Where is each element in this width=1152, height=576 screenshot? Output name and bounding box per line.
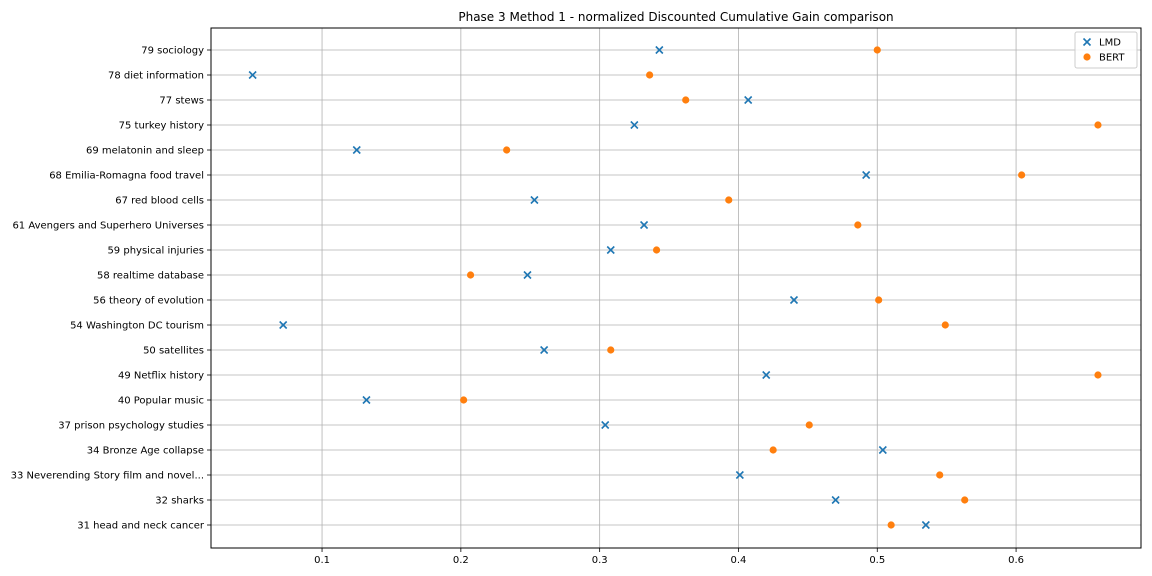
- y-tick-label: 58 realtime database: [97, 271, 204, 282]
- data-point-bert: [607, 346, 615, 354]
- data-point-lmd: [762, 370, 771, 380]
- data-point-lmd: [831, 495, 840, 505]
- data-point-bert: [873, 46, 881, 54]
- y-tick-label: 54 Washington DC tourism: [70, 321, 204, 332]
- y-tick-label: 31 head and neck cancer: [77, 521, 205, 532]
- x-tick-label: 0.4: [731, 555, 747, 566]
- x-tick-label: 0.3: [592, 555, 608, 566]
- series-bert: [460, 46, 1102, 529]
- data-point-bert: [875, 296, 883, 304]
- y-tick-label: 40 Popular music: [118, 396, 204, 407]
- data-point-lmd: [523, 270, 532, 280]
- data-point-lmd: [744, 95, 753, 105]
- legend-label-bert: BERT: [1099, 53, 1125, 64]
- legend-label-lmd: LMD: [1099, 38, 1121, 49]
- axes: 0.1 0.2 0.3 0.4 0.5 0.6 79 sociology 78 diet in…: [11, 46, 1024, 567]
- legend-box: [1074, 31, 1138, 69]
- data-point-bert: [1094, 371, 1102, 379]
- data-marks: [248, 45, 1102, 530]
- data-point-lmd: [735, 470, 744, 480]
- data-point-bert: [805, 421, 813, 429]
- data-point-bert: [769, 446, 777, 454]
- legend-marker-lmd: [1082, 37, 1092, 47]
- data-point-bert: [936, 471, 944, 479]
- series-lmd: [248, 45, 930, 530]
- data-point-bert: [682, 96, 690, 104]
- y-tick-label: 77 stews: [159, 96, 204, 107]
- legend-marker-bert: [1083, 53, 1091, 61]
- plot-frame: [210, 27, 1142, 549]
- data-point-lmd: [601, 420, 610, 430]
- data-point-bert: [887, 521, 895, 529]
- y-tick-label: 34 Bronze Age collapse: [87, 446, 204, 457]
- data-point-lmd: [279, 320, 288, 330]
- data-point-lmd: [248, 70, 257, 80]
- data-point-lmd: [630, 120, 639, 130]
- y-tick-label: 75 turkey history: [119, 121, 204, 132]
- x-tick-label: 0.5: [869, 555, 885, 566]
- data-point-lmd: [878, 445, 887, 455]
- data-point-bert: [961, 496, 969, 504]
- data-point-bert: [1094, 121, 1102, 129]
- y-tick-label: 69 melatonin and sleep: [86, 146, 204, 157]
- y-tick-label: 59 physical injuries: [107, 246, 204, 257]
- y-tick-label: 67 red blood cells: [115, 196, 204, 207]
- y-tick-label: 50 satellites: [143, 346, 204, 357]
- y-tick-label: 68 Emilia-Romagna food travel: [49, 171, 204, 182]
- data-point-lmd: [862, 170, 871, 180]
- data-point-lmd: [789, 295, 799, 305]
- data-point-bert: [646, 71, 654, 79]
- data-point-bert: [725, 196, 733, 204]
- data-point-bert: [466, 271, 475, 279]
- data-point-lmd: [921, 520, 930, 530]
- data-point-bert: [460, 396, 468, 404]
- data-point-bert: [503, 146, 511, 154]
- data-point-lmd: [606, 245, 615, 255]
- data-point-lmd: [540, 345, 549, 355]
- legend: LMD BERT: [1074, 31, 1138, 69]
- y-tick-label: 37 prison psychology studies: [58, 421, 204, 432]
- data-point-lmd: [530, 195, 539, 205]
- y-tick-label: 56 theory of evolution: [93, 296, 204, 307]
- y-tick-label: 79 sociology: [141, 46, 204, 57]
- y-tick-label: 32 sharks: [155, 496, 204, 507]
- data-point-bert: [652, 246, 661, 254]
- data-point-lmd: [362, 395, 371, 405]
- grid: [211, 28, 1141, 548]
- data-point-lmd: [640, 220, 649, 230]
- data-point-lmd: [655, 45, 664, 55]
- data-point-lmd: [352, 145, 361, 155]
- x-tick-label: 0.2: [453, 555, 469, 566]
- chart-title: Phase 3 Method 1 - normalized Discounted…: [458, 10, 893, 24]
- data-point-bert: [854, 221, 862, 229]
- y-tick-label: 78 diet information: [108, 71, 204, 82]
- y-tick-label: 33 Neverending Story film and novel...: [11, 471, 204, 482]
- data-point-bert: [1018, 171, 1026, 179]
- data-point-bert: [941, 321, 949, 329]
- x-tick-label: 0.1: [314, 555, 330, 566]
- y-tick-label: 49 Netflix history: [118, 371, 204, 382]
- y-tick-label: 61 Avengers and Superhero Universes: [12, 221, 204, 232]
- x-tick-label: 0.6: [1008, 555, 1024, 566]
